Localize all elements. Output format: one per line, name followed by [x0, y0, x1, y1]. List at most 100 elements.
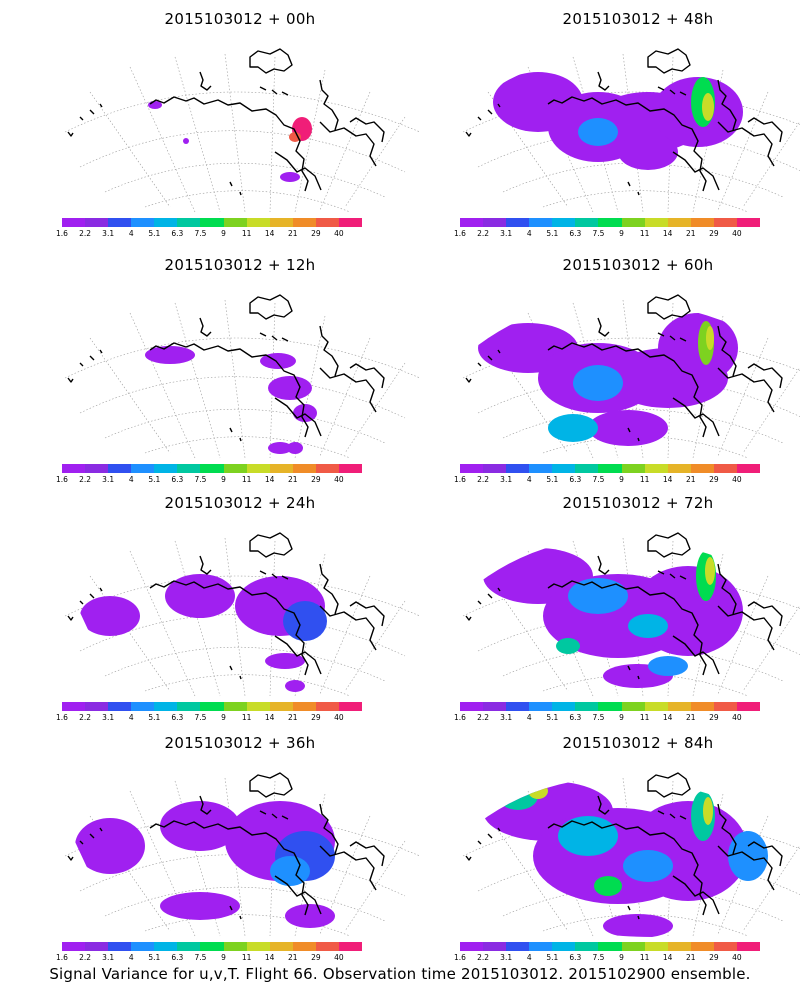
colorbar-label: 40 — [732, 475, 742, 484]
variance-contour — [268, 442, 292, 454]
colorbar-swatch — [108, 464, 132, 473]
colorbar-swatch — [315, 702, 339, 711]
colorbar-label: 29 — [709, 475, 719, 484]
colorbar-swatch — [506, 218, 530, 227]
colorbar-swatch — [292, 942, 316, 951]
colorbar-label: 1.6 — [454, 229, 466, 238]
colorbar-label: 14 — [264, 953, 275, 962]
colorbar-label: 2.2 — [477, 713, 490, 722]
colorbar-swatch — [200, 218, 224, 227]
colorbar-label: 4 — [526, 475, 532, 484]
colorbar-swatch — [200, 942, 224, 951]
variance-contour — [578, 118, 618, 146]
map-panel: 2015103012 + 36h 1.6 2.2 3.1 4 5.1 6.3 7.5 9 11 14… — [50, 730, 430, 965]
variance-contour — [603, 914, 673, 937]
colorbar-swatch — [598, 942, 622, 951]
colorbar-label: 5.1 — [546, 713, 559, 722]
colorbar-swatch — [154, 702, 178, 711]
colorbar-label: 1.6 — [454, 713, 466, 722]
colorbar: 1.6 2.2 3.1 4 5.1 6.3 7.5 9 11 14 21 29 40 — [56, 702, 363, 726]
variance-contour — [285, 680, 305, 692]
graticule — [64, 299, 421, 459]
variance-contour — [145, 346, 195, 364]
map-panel: 2015103012 + 72h 1.6 2.2 3.1 4 5.1 6.3 7.5 9 11 14… — [448, 490, 800, 725]
colorbar-label: 21 — [287, 475, 298, 484]
colorbar-swatch — [552, 942, 576, 951]
colorbar-swatch — [667, 702, 691, 711]
colorbar-label: 5.1 — [148, 953, 161, 962]
coastlines — [465, 772, 783, 920]
colorbar-swatch — [598, 464, 622, 473]
forecast-map — [64, 772, 421, 937]
colorbar-swatch — [177, 942, 201, 951]
colorbar-swatch — [506, 464, 530, 473]
colorbar-swatch — [200, 702, 224, 711]
colorbar-label: 3.1 — [500, 229, 513, 238]
colorbar-swatch — [529, 942, 553, 951]
variance-contour — [528, 783, 548, 799]
colorbar-swatch — [85, 464, 109, 473]
colorbar-label: 40 — [334, 229, 344, 238]
colorbar-swatch — [529, 464, 553, 473]
colorbar-label: 11 — [639, 475, 650, 484]
coastlines — [465, 48, 783, 196]
colorbar-label: 29 — [311, 229, 321, 238]
colorbar-label: 5.1 — [546, 953, 559, 962]
colorbar-swatch — [315, 218, 339, 227]
variance-contour — [183, 138, 189, 144]
colorbar-swatch — [177, 218, 201, 227]
colorbar-label: 29 — [709, 713, 719, 722]
colorbar-label: 9 — [619, 229, 624, 238]
colorbar-swatch — [736, 942, 761, 951]
colorbar-swatch — [736, 218, 761, 227]
colorbar-swatch — [223, 942, 247, 951]
colorbar-swatch — [483, 702, 507, 711]
colorbar-swatch — [177, 464, 201, 473]
variance-contour — [594, 876, 622, 896]
colorbar-label: 6.3 — [171, 229, 184, 238]
colorbar-label: 7.5 — [592, 229, 605, 238]
colorbar-swatch — [506, 942, 530, 951]
variance-contour — [293, 404, 317, 422]
colorbar-label: 21 — [287, 713, 298, 722]
colorbar-swatch — [713, 942, 737, 951]
colorbar-swatch — [223, 464, 247, 473]
colorbar-swatch — [736, 702, 761, 711]
colorbar-swatch — [269, 702, 293, 711]
colorbar-swatch — [154, 942, 178, 951]
variance-contour — [648, 656, 688, 676]
variance-contour — [702, 93, 714, 121]
colorbar-label: 4 — [526, 953, 532, 962]
variance-contour — [287, 442, 303, 454]
colorbar-label: 3.1 — [102, 713, 115, 722]
colorbar-label: 2.2 — [477, 953, 490, 962]
colorbar-swatch — [292, 702, 316, 711]
variance-field — [483, 548, 743, 688]
colorbar-swatch — [621, 464, 645, 473]
colorbar-label: 9 — [619, 953, 624, 962]
colorbar-label: 4 — [128, 229, 134, 238]
colorbar-label: 1.6 — [56, 229, 68, 238]
colorbar-swatch — [460, 464, 484, 473]
colorbar-swatch — [690, 464, 714, 473]
colorbar-swatch — [598, 218, 622, 227]
colorbar-label: 2.2 — [79, 713, 92, 722]
colorbar-label: 6.3 — [569, 713, 582, 722]
colorbar-swatch — [131, 702, 155, 711]
colorbar-label: 14 — [662, 713, 673, 722]
coastlines — [67, 294, 385, 442]
colorbar-label: 29 — [311, 475, 321, 484]
map-panel: 2015103012 + 84h 1.6 2.2 3.1 4 5.1 6.3 7.5 9 11 14… — [448, 730, 800, 965]
panel-title: 2015103012 + 60h — [562, 256, 714, 274]
colorbar-label: 14 — [264, 713, 275, 722]
variance-contour — [283, 601, 327, 641]
forecast-map — [64, 294, 421, 459]
colorbar-label: 3.1 — [500, 953, 513, 962]
colorbar-label: 1.6 — [56, 953, 68, 962]
colorbar-swatch — [131, 464, 155, 473]
forecast-map — [462, 532, 800, 697]
colorbar-label: 7.5 — [194, 713, 207, 722]
colorbar-swatch — [338, 942, 363, 951]
colorbar-label: 6.3 — [171, 475, 184, 484]
colorbar-swatch — [690, 218, 714, 227]
